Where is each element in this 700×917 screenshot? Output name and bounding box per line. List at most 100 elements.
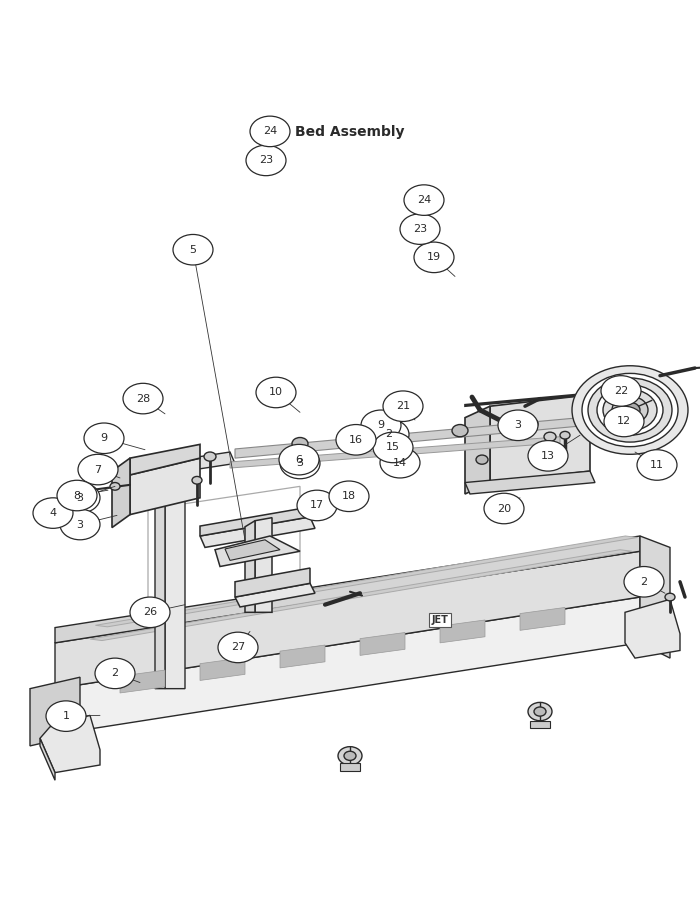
Ellipse shape xyxy=(498,410,538,440)
Ellipse shape xyxy=(560,431,570,439)
Text: 12: 12 xyxy=(617,416,631,426)
Text: 23: 23 xyxy=(413,224,427,234)
Polygon shape xyxy=(640,536,670,658)
Ellipse shape xyxy=(297,491,337,521)
Ellipse shape xyxy=(484,493,524,524)
Text: 20: 20 xyxy=(497,503,511,514)
Polygon shape xyxy=(130,445,200,475)
Ellipse shape xyxy=(522,417,538,430)
Polygon shape xyxy=(90,549,632,641)
Polygon shape xyxy=(200,517,315,547)
Ellipse shape xyxy=(246,145,286,176)
Ellipse shape xyxy=(60,509,100,540)
Text: 9: 9 xyxy=(100,433,108,443)
Ellipse shape xyxy=(452,425,468,436)
Ellipse shape xyxy=(218,632,258,663)
Ellipse shape xyxy=(204,452,216,461)
Text: 16: 16 xyxy=(349,435,363,445)
Text: 14: 14 xyxy=(393,458,407,468)
Ellipse shape xyxy=(400,214,440,244)
Polygon shape xyxy=(155,475,165,689)
Polygon shape xyxy=(95,536,638,627)
Ellipse shape xyxy=(624,567,664,597)
Ellipse shape xyxy=(604,406,644,436)
Polygon shape xyxy=(235,583,315,607)
Ellipse shape xyxy=(336,425,376,455)
Polygon shape xyxy=(30,677,80,746)
Polygon shape xyxy=(55,536,640,643)
Polygon shape xyxy=(280,645,325,668)
Text: 24: 24 xyxy=(263,127,277,137)
Polygon shape xyxy=(55,551,640,689)
Polygon shape xyxy=(465,406,490,494)
Text: 8: 8 xyxy=(74,491,80,501)
Text: 26: 26 xyxy=(143,607,157,617)
Ellipse shape xyxy=(603,390,657,431)
Text: 10: 10 xyxy=(269,388,283,397)
Ellipse shape xyxy=(130,597,170,627)
Text: 15: 15 xyxy=(386,442,400,452)
Text: 13: 13 xyxy=(541,451,555,461)
Polygon shape xyxy=(40,715,100,773)
Text: 28: 28 xyxy=(136,393,150,403)
Ellipse shape xyxy=(329,481,369,512)
Ellipse shape xyxy=(582,373,678,447)
Ellipse shape xyxy=(192,477,202,484)
Polygon shape xyxy=(255,518,272,613)
Text: 7: 7 xyxy=(94,465,101,475)
Ellipse shape xyxy=(110,482,120,491)
Ellipse shape xyxy=(528,440,568,471)
Polygon shape xyxy=(200,657,245,680)
Polygon shape xyxy=(530,721,550,728)
Ellipse shape xyxy=(33,498,73,528)
Ellipse shape xyxy=(361,410,401,440)
Ellipse shape xyxy=(338,746,362,765)
Text: 2: 2 xyxy=(386,429,393,439)
Ellipse shape xyxy=(123,383,163,414)
Text: 19: 19 xyxy=(427,252,441,262)
Polygon shape xyxy=(625,600,680,658)
Text: 11: 11 xyxy=(650,460,664,470)
Polygon shape xyxy=(55,597,640,735)
Ellipse shape xyxy=(344,751,356,760)
Ellipse shape xyxy=(369,419,409,449)
Polygon shape xyxy=(440,620,485,643)
Text: 1: 1 xyxy=(62,712,69,721)
Ellipse shape xyxy=(572,366,688,454)
Ellipse shape xyxy=(78,454,118,485)
Polygon shape xyxy=(465,393,590,406)
Ellipse shape xyxy=(414,242,454,272)
Text: 27: 27 xyxy=(231,643,245,652)
Ellipse shape xyxy=(57,481,97,511)
Text: JET: JET xyxy=(432,615,449,625)
Ellipse shape xyxy=(84,423,124,454)
Ellipse shape xyxy=(404,185,444,215)
Polygon shape xyxy=(112,458,130,527)
Ellipse shape xyxy=(60,482,100,514)
Ellipse shape xyxy=(280,448,320,479)
Ellipse shape xyxy=(597,385,663,436)
Text: 23: 23 xyxy=(259,155,273,165)
Ellipse shape xyxy=(173,235,213,265)
Polygon shape xyxy=(120,670,165,693)
Ellipse shape xyxy=(380,447,420,478)
Text: 4: 4 xyxy=(50,508,57,518)
Ellipse shape xyxy=(373,432,413,463)
Polygon shape xyxy=(40,738,55,780)
Text: 22: 22 xyxy=(614,386,628,396)
Text: 2: 2 xyxy=(640,577,648,587)
Ellipse shape xyxy=(476,455,488,464)
Text: Bed Assembly: Bed Assembly xyxy=(295,125,405,138)
Ellipse shape xyxy=(637,449,677,481)
Ellipse shape xyxy=(250,116,290,147)
Polygon shape xyxy=(130,452,235,479)
Ellipse shape xyxy=(256,377,296,408)
Polygon shape xyxy=(230,436,560,468)
Text: 3: 3 xyxy=(76,520,83,529)
Ellipse shape xyxy=(95,658,135,689)
Polygon shape xyxy=(165,470,185,689)
Ellipse shape xyxy=(549,447,561,457)
Text: 6: 6 xyxy=(295,455,302,465)
Polygon shape xyxy=(215,536,300,567)
Text: 3: 3 xyxy=(297,458,304,469)
